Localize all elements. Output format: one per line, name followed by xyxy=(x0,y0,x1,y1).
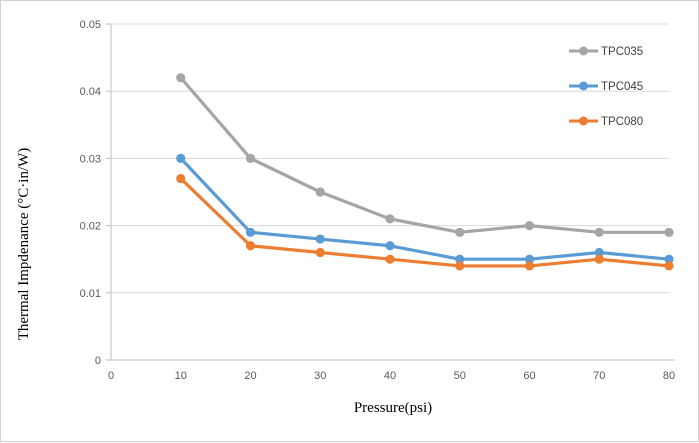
data-point-TPC045-30 xyxy=(315,234,325,244)
data-point-TPC080-10 xyxy=(176,173,186,184)
x-tick-label: 80 xyxy=(663,370,675,382)
legend-marker-dot xyxy=(579,116,588,126)
data-point-TPC080-40 xyxy=(385,254,395,264)
y-tick-label: 0 xyxy=(95,355,101,367)
legend-item-TPC045: TPC045 xyxy=(569,81,643,93)
data-point-TPC035-40 xyxy=(385,214,395,224)
legend-label: TPC080 xyxy=(601,116,643,128)
data-point-TPC045-60 xyxy=(524,254,535,264)
data-point-TPC035-60 xyxy=(524,221,535,231)
data-point-TPC080-20 xyxy=(245,241,256,251)
legend-item-TPC035: TPC035 xyxy=(569,46,643,58)
legend-label: TPC035 xyxy=(601,46,643,58)
data-point-TPC035-20 xyxy=(245,153,256,163)
y-axis-tick-labels: 0 0.01 0.02 0.03 0.04 0.05 xyxy=(80,19,101,367)
data-point-TPC045-80 xyxy=(664,254,674,264)
data-point-TPC080-50 xyxy=(455,261,465,271)
x-axis-tick-labels: 0 10 20 30 40 50 60 70 80 xyxy=(108,370,675,382)
series-line-TPC080 xyxy=(179,176,671,268)
series-line-TPC035 xyxy=(179,76,671,234)
data-point-TPC045-40 xyxy=(385,241,395,251)
x-tick-label: 50 xyxy=(454,370,466,382)
x-axis-title: Pressure(psi) xyxy=(354,400,432,416)
legend-marker-dot xyxy=(579,46,588,56)
x-tick-label: 10 xyxy=(175,370,187,382)
series-plot xyxy=(176,73,674,271)
legend: TPC035 TPC045 TPC080 xyxy=(569,46,643,128)
data-point-TPC035-80 xyxy=(664,227,674,237)
y-tick-label: 0.04 xyxy=(80,86,101,98)
data-point-TPC045-50 xyxy=(455,254,465,264)
y-tick-label: 0.01 xyxy=(80,288,101,300)
data-point-TPC080-70 xyxy=(594,254,604,264)
y-tick-label: 0.05 xyxy=(80,19,101,31)
axes xyxy=(106,23,675,361)
y-tick-label: 0.03 xyxy=(80,153,101,165)
series-line-TPC045 xyxy=(179,156,671,261)
data-point-TPC035-30 xyxy=(315,187,325,197)
data-point-TPC045-10 xyxy=(176,153,186,163)
y-tick-label: 0.02 xyxy=(80,221,101,233)
x-tick-label: 40 xyxy=(384,370,396,382)
x-tick-label: 30 xyxy=(314,370,326,382)
data-point-TPC080-80 xyxy=(664,261,674,271)
data-point-TPC035-10 xyxy=(176,73,186,83)
legend-item-TPC080: TPC080 xyxy=(569,116,643,128)
gridlines xyxy=(111,23,669,294)
legend-label: TPC045 xyxy=(601,81,643,93)
data-point-TPC080-30 xyxy=(315,247,325,258)
data-point-TPC035-70 xyxy=(594,227,604,237)
legend-marker-dot xyxy=(579,81,588,91)
y-axis-title: Thermal Impdenance (°C·in/W) xyxy=(16,148,32,341)
x-tick-label: 20 xyxy=(244,370,256,382)
x-tick-label: 60 xyxy=(523,370,535,382)
data-point-TPC080-60 xyxy=(524,261,535,271)
data-point-TPC035-50 xyxy=(455,227,465,237)
data-point-TPC045-70 xyxy=(594,247,604,258)
x-tick-label: 0 xyxy=(108,370,114,382)
data-point-TPC045-20 xyxy=(245,227,256,237)
x-tick-label: 70 xyxy=(593,370,605,382)
